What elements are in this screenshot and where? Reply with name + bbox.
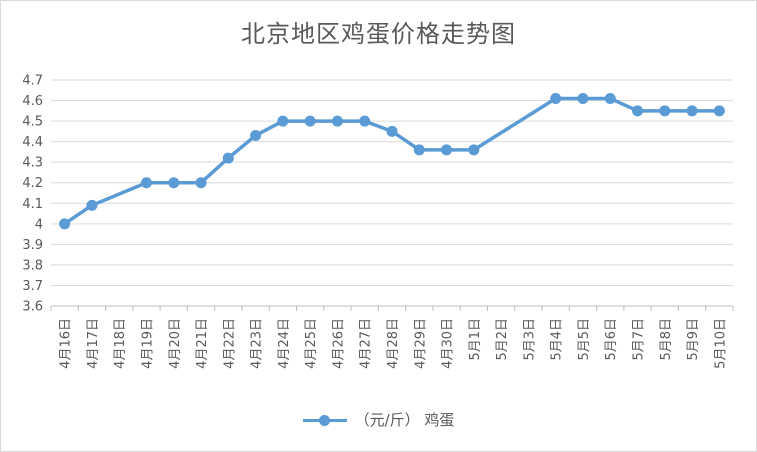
y-tick-label: 4.6 (22, 94, 43, 109)
data-point (277, 115, 289, 127)
legend-swatch (302, 413, 347, 427)
x-axis (50, 305, 734, 311)
y-tick-label: 3.8 (22, 258, 43, 273)
x-tick-label: 5月7日 (632, 318, 647, 361)
x-tick-label: 5月4日 (550, 318, 565, 361)
series-line (62, 96, 722, 226)
x-tick-label: 4月29日 (413, 318, 428, 369)
data-point (140, 177, 152, 189)
y-tick-label: 3.7 (22, 279, 43, 294)
x-tick-label: 4月17日 (86, 318, 101, 369)
data-point (577, 92, 589, 104)
x-tick-label: 5月2日 (495, 318, 510, 361)
chart-title: 北京地区鸡蛋价格走势图 (241, 20, 516, 48)
data-point (550, 92, 562, 104)
y-tick-label: 3.6 (22, 300, 43, 315)
x-tick-label: 5月6日 (604, 318, 619, 361)
data-point (441, 144, 453, 156)
x-tick-label: 5月9日 (686, 318, 701, 361)
y-axis-ticks: 3.6 3.7 3.8 3.9 4 4.1 4.2 4.3 4.4 4.5 4.6 4.7 (22, 74, 43, 315)
data-point (195, 177, 207, 189)
y-tick-label: 4.2 (22, 176, 43, 191)
gridlines (51, 79, 733, 307)
y-tick-label: 3.9 (22, 238, 43, 253)
x-tick-label: 4月22日 (222, 318, 237, 369)
data-point (250, 129, 262, 141)
x-tick-label: 4月20日 (168, 318, 183, 369)
data-point (468, 144, 480, 156)
x-tick-label: 5月3日 (522, 318, 537, 361)
data-point (659, 105, 671, 117)
y-tick-label: 4.3 (22, 156, 43, 171)
x-tick-label: 4月19日 (140, 318, 155, 369)
legend: （元/斤） 鸡蛋 (0, 409, 757, 430)
y-tick-label: 4.5 (22, 115, 43, 130)
data-point (86, 199, 98, 211)
x-tick-label: 4月25日 (304, 318, 319, 369)
x-tick-label: 5月1日 (468, 318, 483, 361)
data-point (604, 92, 616, 104)
x-tick-label: 4月30日 (441, 318, 456, 369)
x-tick-label: 4月28日 (386, 318, 401, 369)
series-layer (59, 92, 725, 230)
y-tick-label: 4.4 (22, 135, 43, 150)
data-point (632, 105, 644, 117)
data-point (168, 177, 180, 189)
x-tick-label: 4月27日 (359, 318, 374, 369)
x-axis-ticks: 4月16日 4月17日 4月18日 4月19日 4月20日 4月21日 4月22日 4月23日… (59, 318, 729, 369)
x-tick-label: 4月16日 (59, 318, 74, 369)
x-tick-label: 5月10日 (713, 318, 728, 369)
data-point (386, 125, 398, 137)
y-tick-label: 4.1 (22, 197, 43, 212)
data-point (359, 115, 371, 127)
y-tick-label: 4.7 (22, 74, 43, 89)
data-point (59, 218, 71, 230)
x-tick-label: 5月8日 (659, 318, 674, 361)
legend-label: （元/斤） 鸡蛋 (354, 411, 455, 429)
x-tick-label: 4月23日 (250, 318, 265, 369)
data-point (686, 105, 698, 117)
x-tick-label: 4月18日 (113, 318, 128, 369)
data-point (304, 115, 316, 127)
x-tick-label: 4月26日 (331, 318, 346, 369)
data-point (331, 115, 343, 127)
x-tick-label: 4月24日 (277, 318, 292, 369)
x-tick-label: 5月5日 (577, 318, 592, 361)
x-tick-label: 4月21日 (195, 318, 210, 369)
y-tick-label: 4 (35, 217, 43, 232)
data-point (222, 152, 234, 164)
data-point (713, 105, 725, 117)
data-point (413, 144, 425, 156)
